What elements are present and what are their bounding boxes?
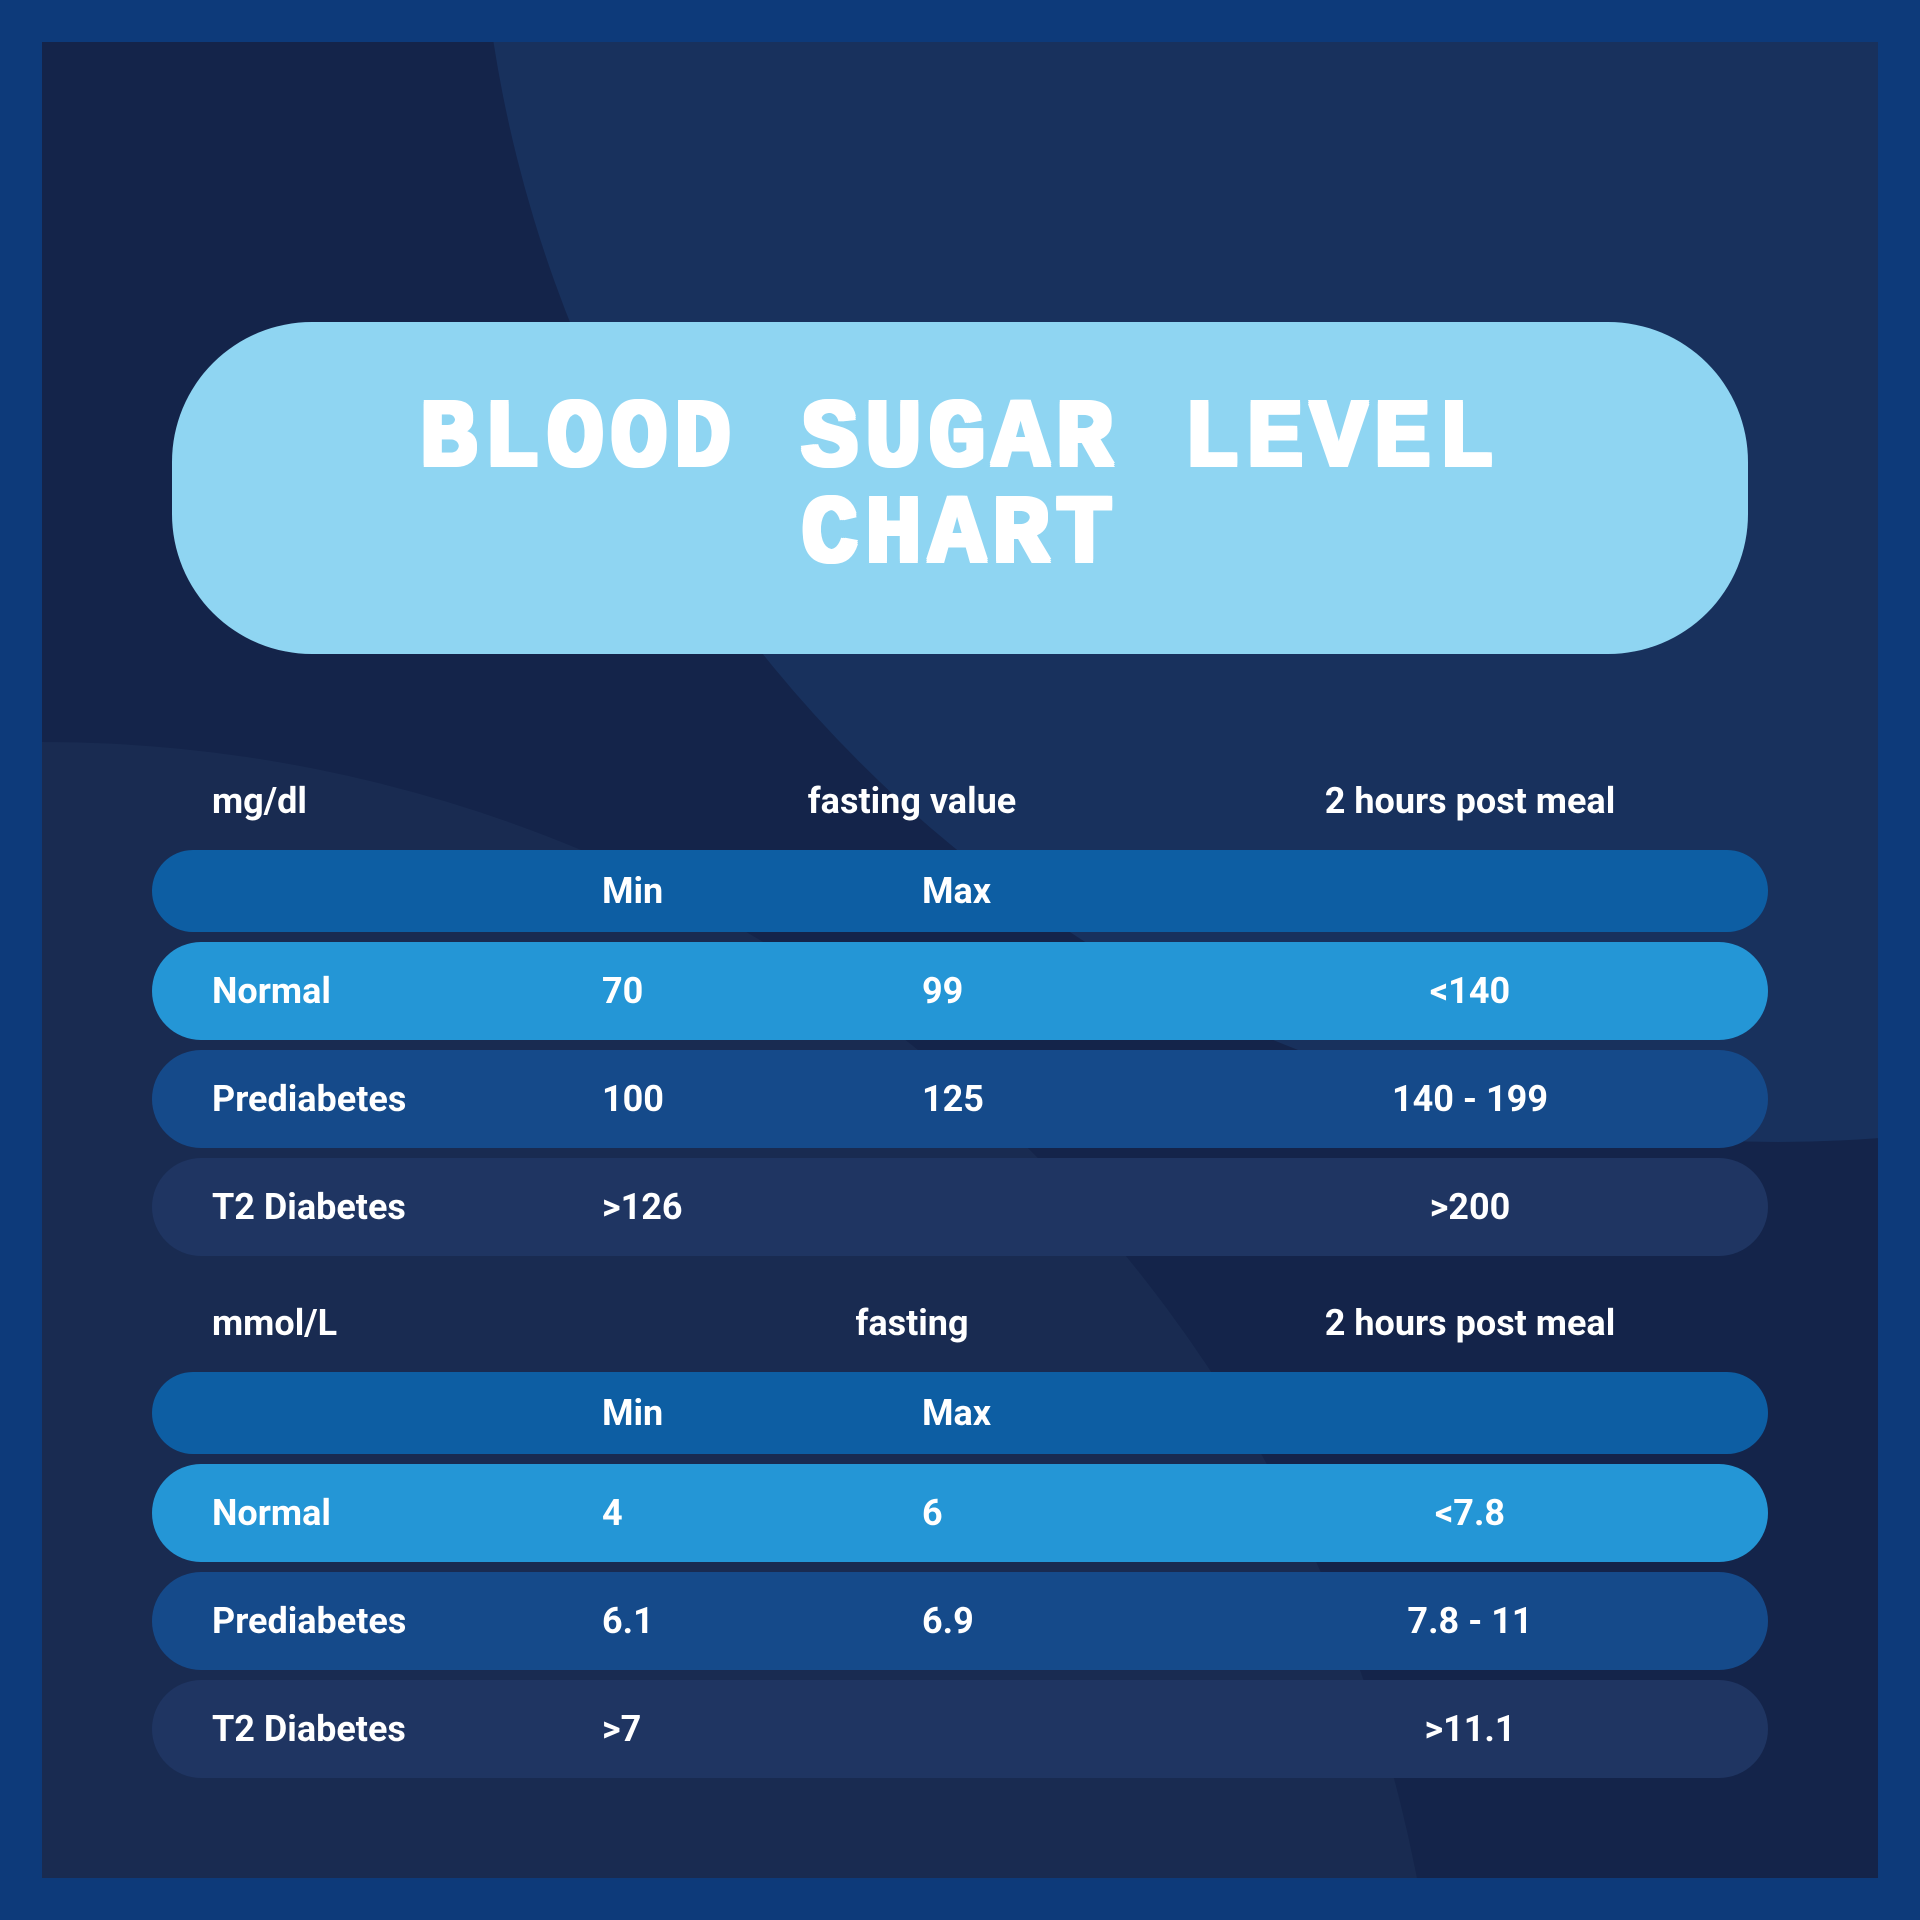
row-max: 6 <box>912 1492 1232 1534</box>
row-name: Normal <box>212 1492 592 1534</box>
row-max: 125 <box>912 1078 1232 1120</box>
max-label: Max <box>912 870 1232 912</box>
max-label: Max <box>912 1392 1232 1434</box>
postmeal-label: 2 hours post meal <box>1232 780 1708 822</box>
row-postmeal: 7.8 - 11 <box>1232 1600 1708 1642</box>
table-row: Prediabetes 100 125 140 - 199 <box>152 1050 1768 1148</box>
row-min: 4 <box>592 1492 912 1534</box>
unit-label: mmol/L <box>212 1302 592 1344</box>
table-row: Prediabetes 6.1 6.9 7.8 - 11 <box>152 1572 1768 1670</box>
row-name: T2 Diabetes <box>212 1186 592 1228</box>
row-postmeal: >200 <box>1232 1186 1708 1228</box>
row-min: >7 <box>592 1708 912 1750</box>
postmeal-label: 2 hours post meal <box>1232 1302 1708 1344</box>
row-min: 70 <box>592 970 912 1012</box>
row-postmeal: <140 <box>1232 970 1708 1012</box>
content-wrap: BLOOD SUGAR LEVEL CHART mg/dl fasting va… <box>152 322 1768 1778</box>
minmax-row: Min Max <box>152 850 1768 932</box>
chart-panel: BLOOD SUGAR LEVEL CHART mg/dl fasting va… <box>42 42 1878 1878</box>
fasting-label: fasting <box>592 1302 1232 1344</box>
row-name: Normal <box>212 970 592 1012</box>
table-row: Normal 70 99 <140 <box>152 942 1768 1040</box>
row-postmeal: 140 - 199 <box>1232 1078 1708 1120</box>
row-name: Prediabetes <box>212 1078 592 1120</box>
row-max: 99 <box>912 970 1232 1012</box>
section-header-mmol: mmol/L fasting 2 hours post meal <box>152 1286 1768 1360</box>
row-min: 100 <box>592 1078 912 1120</box>
minmax-row: Min Max <box>152 1372 1768 1454</box>
min-label: Min <box>592 1392 912 1434</box>
section-header-mgdl: mg/dl fasting value 2 hours post meal <box>152 764 1768 838</box>
row-min: 6.1 <box>592 1600 912 1642</box>
row-min: >126 <box>592 1186 912 1228</box>
table-row: T2 Diabetes >7 >11.1 <box>152 1680 1768 1778</box>
title-pill: BLOOD SUGAR LEVEL CHART <box>172 322 1748 654</box>
row-postmeal: <7.8 <box>1232 1492 1708 1534</box>
row-postmeal: >11.1 <box>1232 1708 1708 1750</box>
table-row: Normal 4 6 <7.8 <box>152 1464 1768 1562</box>
row-max: 6.9 <box>912 1600 1232 1642</box>
min-label: Min <box>592 870 912 912</box>
table-row: T2 Diabetes >126 >200 <box>152 1158 1768 1256</box>
chart-title: BLOOD SUGAR LEVEL CHART <box>232 392 1688 584</box>
unit-label: mg/dl <box>212 780 592 822</box>
row-name: Prediabetes <box>212 1600 592 1642</box>
fasting-label: fasting value <box>592 780 1232 822</box>
row-name: T2 Diabetes <box>212 1708 592 1750</box>
